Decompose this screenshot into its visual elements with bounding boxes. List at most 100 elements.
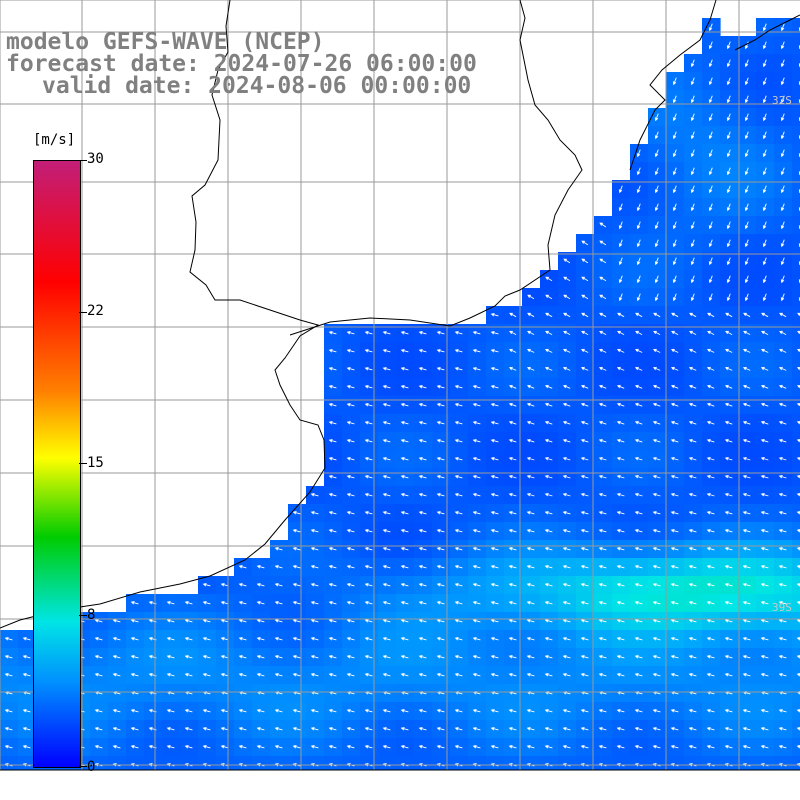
wind-arrow	[274, 726, 283, 731]
wind-arrow	[472, 348, 481, 353]
wind-arrow	[346, 492, 355, 497]
wind-arrow	[526, 384, 535, 389]
wind-arrow	[634, 744, 643, 749]
wind-arrow	[636, 257, 641, 266]
wind-arrow	[454, 438, 463, 443]
wind-arrow	[724, 348, 733, 353]
wind-arrow	[418, 402, 427, 407]
wind-arrow	[545, 276, 553, 282]
wind-arrow	[454, 420, 463, 425]
wind-arrow	[654, 113, 659, 122]
wind-arrow	[708, 59, 713, 68]
wind-arrow	[562, 348, 571, 353]
wind-arrow	[112, 708, 121, 713]
wind-arrow	[780, 59, 785, 68]
wind-arrow	[562, 672, 571, 677]
wind-arrow	[706, 402, 715, 407]
wind-arrow	[652, 492, 661, 497]
wind-arrow	[760, 618, 769, 623]
wind-arrow	[652, 564, 661, 569]
wind-arrow	[364, 348, 373, 353]
wind-arrow	[508, 726, 517, 731]
wind-arrow	[670, 384, 679, 389]
wind-arrow	[454, 708, 463, 713]
wind-arrow	[706, 726, 715, 731]
wind-arrow	[166, 744, 175, 749]
wind-arrow	[328, 330, 337, 335]
wind-arrow	[742, 528, 751, 533]
wind-arrow	[778, 420, 787, 425]
wind-arrow	[346, 474, 355, 479]
wind-arrow	[490, 492, 499, 497]
wind-arrow	[706, 636, 715, 641]
wind-arrow	[238, 600, 247, 605]
wind-arrow	[526, 438, 535, 443]
wind-arrow	[364, 384, 373, 389]
wind-arrow	[184, 726, 193, 731]
wind-arrow	[708, 95, 713, 104]
wind-arrow	[690, 113, 695, 122]
wind-arrow	[708, 239, 713, 248]
wind-arrow	[580, 528, 589, 533]
wind-arrow	[328, 582, 337, 587]
wind-arrow	[436, 582, 445, 587]
wind-arrow	[762, 257, 767, 266]
wind-arrow	[762, 59, 767, 68]
wind-arrow	[778, 600, 787, 605]
wind-arrow	[292, 510, 301, 515]
wind-arrow	[743, 312, 751, 318]
wind-arrow	[526, 672, 535, 677]
wind-arrow	[454, 582, 463, 587]
wind-arrow	[436, 510, 445, 515]
wind-arrow	[328, 600, 337, 605]
wind-arrow	[508, 582, 517, 587]
wind-arrow	[778, 546, 787, 551]
wind-arrow	[708, 23, 713, 32]
wind-arrow	[598, 474, 607, 479]
wind-arrow	[22, 636, 31, 641]
wind-arrow	[742, 564, 751, 569]
wind-arrow	[706, 366, 715, 371]
wind-arrow	[400, 438, 409, 443]
wind-arrow	[652, 726, 661, 731]
wind-arrow	[490, 366, 499, 371]
wind-arrow	[436, 456, 445, 461]
wind-arrow	[634, 618, 643, 623]
wind-cell	[792, 324, 800, 343]
wind-arrow	[454, 510, 463, 515]
wind-arrow	[508, 384, 517, 389]
wind-arrow	[508, 456, 517, 461]
wind-arrow	[382, 438, 391, 443]
wind-arrow	[472, 366, 481, 371]
wind-arrow	[166, 726, 175, 731]
wind-arrow	[616, 474, 625, 479]
wind-arrow	[762, 113, 767, 122]
wind-arrow	[706, 564, 715, 569]
wind-arrow	[490, 672, 499, 677]
wind-arrow	[202, 636, 211, 641]
wind-arrow	[544, 726, 553, 731]
wind-arrow	[544, 384, 553, 389]
wind-arrow	[580, 744, 589, 749]
wind-arrow	[652, 456, 661, 461]
wind-arrow	[706, 348, 715, 353]
wind-arrow	[436, 744, 445, 749]
wind-arrow	[346, 618, 355, 623]
wind-cell	[792, 144, 800, 163]
wind-arrow	[780, 185, 785, 194]
wind-arrow	[94, 726, 103, 731]
wind-arrow	[744, 167, 749, 176]
wind-arrow	[762, 293, 767, 302]
wind-arrow	[526, 708, 535, 713]
wind-arrow	[364, 402, 373, 407]
wind-arrow	[490, 546, 499, 551]
wind-arrow	[706, 492, 715, 497]
wind-arrow	[580, 618, 589, 623]
wind-arrow	[634, 564, 643, 569]
wind-arrow	[634, 438, 643, 443]
wind-arrow	[744, 41, 749, 50]
wind-arrow	[202, 708, 211, 713]
wind-arrow	[706, 456, 715, 461]
wind-arrow	[742, 438, 751, 443]
wind-arrow	[690, 221, 695, 230]
